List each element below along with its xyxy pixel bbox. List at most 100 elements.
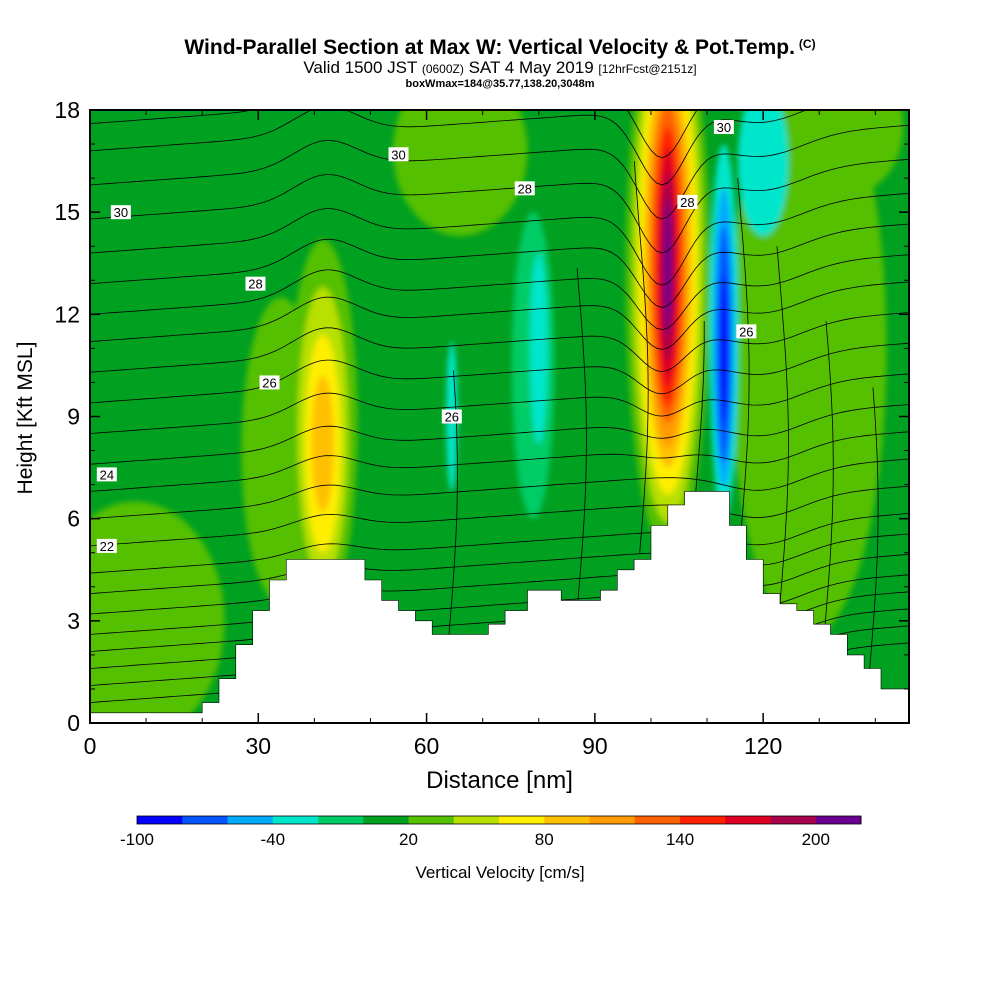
- axes: 0 30 60 90 120 0 3 6 9 12 15 18: [54, 97, 909, 759]
- theta-label-bg: [388, 147, 409, 162]
- theta-label-bg: [110, 205, 131, 220]
- theta-label: 28: [514, 181, 535, 196]
- theta-label-bg: [736, 324, 757, 339]
- theta-label-text: 30: [391, 147, 405, 162]
- colorbar-swatch: [815, 816, 862, 824]
- x-tick-label: 30: [245, 733, 271, 759]
- theta-contour: [869, 387, 879, 669]
- theta-contour: [90, 513, 909, 574]
- y-tick-label: 15: [54, 199, 80, 225]
- theta-label: 28: [677, 194, 698, 210]
- box-max-info: boxWmax=184@35.77,138.20,3048m: [405, 78, 595, 90]
- theta-contour: [90, 281, 909, 350]
- colorbar-swatch: [680, 816, 726, 824]
- theta-label-bg: [96, 467, 117, 482]
- theta-contour: [90, 533, 909, 594]
- vertical-velocity-field: [90, 110, 909, 723]
- weak-updraft-top-right: [791, 110, 904, 196]
- theta-contour: [90, 485, 909, 547]
- theta-contour: [90, 458, 909, 520]
- colorbar-tick-label: -100: [120, 830, 154, 849]
- theta-label: 26: [441, 409, 462, 425]
- y-tick-label: 18: [54, 97, 80, 123]
- colorbar-swatch: [589, 816, 636, 824]
- theta-label-bg: [259, 375, 280, 390]
- theta-label: 26: [259, 375, 280, 390]
- theta-label-text: 30: [114, 205, 128, 220]
- colorbar-swatch: [408, 816, 455, 824]
- theta-label-text: 22: [100, 539, 114, 554]
- theta-label: 30: [110, 205, 131, 220]
- theta-contour: [90, 254, 909, 331]
- valid-time-utc: (0600Z): [421, 62, 464, 76]
- theta-contour: [90, 158, 909, 254]
- theta-label-bg: [514, 181, 535, 196]
- colorbar-tick-label: 140: [666, 830, 694, 849]
- theta-contour: [634, 161, 649, 553]
- theta-label-bg: [441, 409, 462, 424]
- theta-contour: [90, 110, 698, 159]
- colorbar-swatch: [227, 816, 274, 824]
- colorbar-swatch: [363, 816, 409, 824]
- theta-label: 30: [713, 120, 734, 135]
- velocity-band: [791, 110, 904, 196]
- theta-contour: [90, 110, 808, 186]
- theta-contour: [90, 373, 909, 434]
- colorbar-swatch: [318, 816, 364, 824]
- velocity-band: [529, 253, 548, 444]
- theta-contour: [576, 268, 587, 601]
- weak-updraft-upper-left: [392, 110, 528, 236]
- velocity-band: [311, 375, 335, 512]
- colorbar-swatch: [453, 816, 500, 824]
- velocity-band: [664, 198, 672, 335]
- theta-label-text: 30: [717, 120, 731, 135]
- theta-contour: [737, 178, 750, 536]
- colorbar-frame: [136, 815, 862, 825]
- theta-label-bg: [245, 276, 266, 291]
- theta-label-text: 28: [680, 195, 694, 210]
- theta-contour: [90, 431, 909, 492]
- theta-contour: [90, 223, 909, 308]
- theta-label-text: 26: [445, 410, 459, 425]
- theta-contour: [90, 404, 909, 465]
- velocity-cells: [90, 110, 904, 723]
- x-tick-label: 60: [414, 733, 440, 759]
- theta-contour-labels: 30 30 30 28 28 28 26 26 26 24 22: [96, 120, 757, 554]
- valid-time-prefix: Valid 1500 JST: [303, 58, 418, 77]
- colorbar-swatch: [634, 816, 681, 824]
- x-axis-title: Distance [nm]: [426, 767, 573, 794]
- colorbar-tick-label: 20: [399, 830, 418, 849]
- y-tick-label: 9: [67, 404, 80, 430]
- x-tick-label: 90: [582, 733, 608, 759]
- chart-subtitle: Valid 1500 JST (0600Z) SAT 4 May 2019 [1…: [0, 58, 1000, 78]
- theta-label-bg: [96, 538, 117, 553]
- theta-contour: [776, 246, 789, 604]
- weak-downdraft-upper-right: [737, 110, 789, 236]
- theta-label-text: 26: [262, 375, 276, 390]
- velocity-band: [90, 501, 225, 723]
- velocity-band: [392, 110, 528, 236]
- theta-label: 28: [245, 276, 266, 292]
- chart-title: Wind-Parallel Section at Max W: Vertical…: [0, 36, 1000, 60]
- weak-updraft-lower-left: [90, 501, 225, 723]
- theta-contour: [90, 312, 909, 373]
- weak-updraft-right: [729, 110, 887, 638]
- theta-label-text: 28: [518, 181, 532, 196]
- theta-label: 26: [736, 324, 757, 339]
- theta-label-text: 28: [248, 277, 262, 292]
- theta-contour: [90, 193, 909, 286]
- downdraft-main: [709, 144, 739, 519]
- colorbar-title: Vertical Velocity [cm/s]: [415, 863, 585, 882]
- updraft-core: [625, 110, 710, 553]
- theta-label: 22: [96, 538, 117, 554]
- chart-title-mark: (C): [798, 37, 816, 51]
- velocity-band: [729, 110, 887, 638]
- colorbar-swatch: [725, 816, 771, 824]
- y-tick-label: 12: [54, 301, 80, 327]
- colorbar-swatch: [770, 816, 817, 824]
- colorbar-swatch: [272, 816, 319, 824]
- colorbar: -100 -40 20 80 140 200: [120, 815, 862, 849]
- colorbar-swatch: [544, 816, 590, 824]
- velocity-band: [719, 273, 728, 424]
- x-tick-label: 0: [84, 733, 97, 759]
